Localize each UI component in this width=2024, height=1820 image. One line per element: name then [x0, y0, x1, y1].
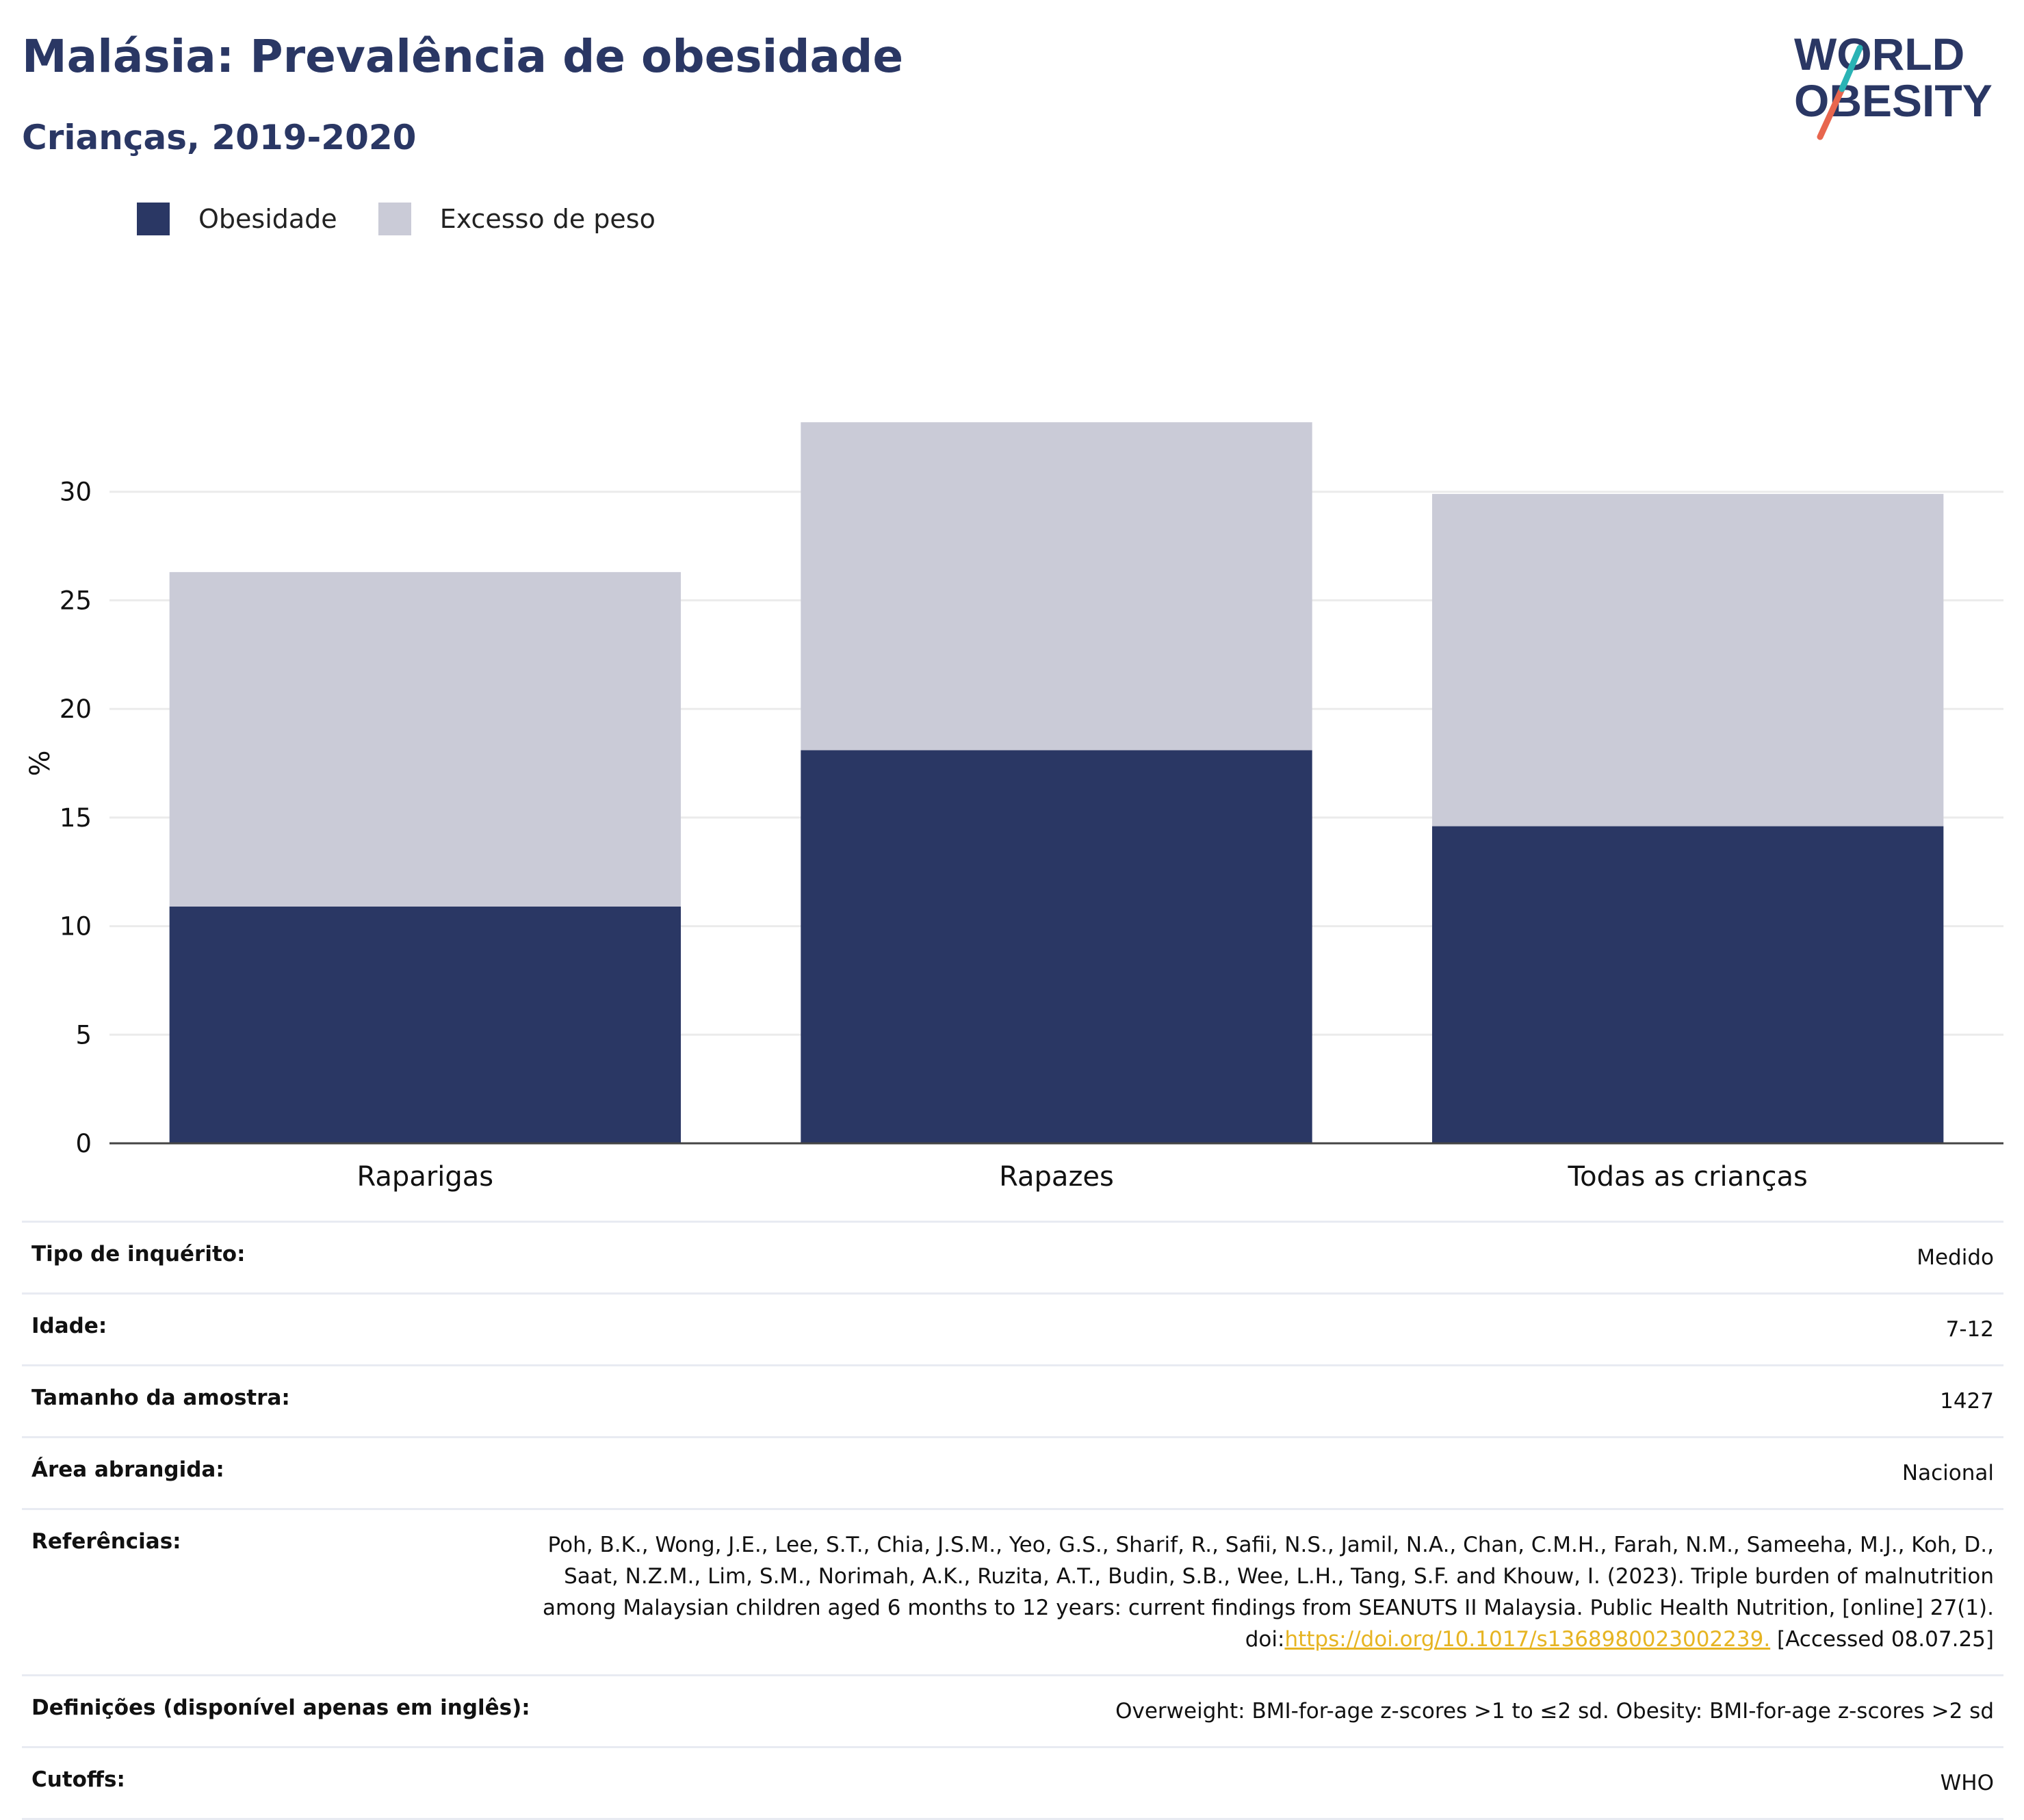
- bar-obesity: [801, 750, 1312, 1143]
- bar-overweight: [1431, 493, 1944, 827]
- y-tick-label: 15: [60, 803, 92, 833]
- bar-overweight: [801, 422, 1312, 751]
- info-value: Nacional: [1902, 1461, 1994, 1485]
- y-tick-label: 0: [75, 1129, 92, 1158]
- y-tick-label: 30: [60, 478, 92, 507]
- info-row-references: Referências: Poh, B.K., Wong, J.E., Lee,…: [22, 1508, 2003, 1674]
- reference-text: Poh, B.K., Wong, J.E., Lee, S.T., Chia, …: [543, 1533, 1994, 1652]
- legend-swatch-overweight: [378, 203, 411, 235]
- legend-label-overweight: Excesso de peso: [439, 204, 656, 234]
- info-label: Idade:: [31, 1314, 107, 1338]
- info-label: Definições (disponível apenas em inglês)…: [31, 1695, 530, 1720]
- info-row-sample-size: Tamanho da amostra: 1427: [22, 1364, 2003, 1436]
- info-row-survey-type: Tipo de inquérito: Medido: [22, 1221, 2003, 1292]
- chart-subtitle: Crianças, 2019-2020: [22, 118, 417, 157]
- info-label: Cutoffs:: [31, 1767, 125, 1792]
- info-label: Área abrangida:: [31, 1457, 224, 1482]
- world-obesity-logo: WORLD OBESITY: [1794, 29, 1993, 140]
- info-value: Overweight: BMI-for-age z-scores >1 to ≤…: [1115, 1699, 1994, 1724]
- y-tick-label: 5: [75, 1020, 92, 1050]
- doi-link[interactable]: https://doi.org/10.1017/s136898002300223…: [1284, 1627, 1771, 1652]
- chart-legend: Obesidade Excesso de peso: [137, 203, 697, 235]
- chart-title: Malásia: Prevalência de obesidade: [22, 30, 904, 83]
- info-row-cutoffs: Cutoffs: WHO: [22, 1746, 2003, 1820]
- x-tick-label: Todas as crianças: [1567, 1161, 1807, 1193]
- info-row-area: Área abrangida: Nacional: [22, 1436, 2003, 1508]
- legend-item-obesity: Obesidade: [137, 203, 337, 235]
- x-tick-label: Raparigas: [357, 1161, 494, 1193]
- info-value: 7-12: [1945, 1317, 1994, 1342]
- y-tick-label: 20: [60, 694, 92, 724]
- bar-obesity: [1431, 826, 1944, 1143]
- info-row-definitions: Definições (disponível apenas em inglês)…: [22, 1674, 2003, 1746]
- y-tick-label: 25: [60, 586, 92, 615]
- info-label: Referências:: [31, 1529, 181, 1554]
- x-tick-label: Rapazes: [999, 1161, 1114, 1193]
- reference-citation: Poh, B.K., Wong, J.E., Lee, S.T., Chia, …: [536, 1529, 1994, 1655]
- info-value: 1427: [1940, 1389, 1994, 1414]
- legend-item-overweight: Excesso de peso: [378, 203, 656, 235]
- legend-label-obesity: Obesidade: [198, 204, 337, 234]
- bar-overweight: [169, 572, 682, 907]
- info-label: Tipo de inquérito:: [31, 1242, 246, 1266]
- info-value: WHO: [1940, 1771, 1994, 1795]
- y-tick-label: 10: [60, 912, 92, 941]
- info-row-age: Idade: 7-12: [22, 1292, 2003, 1364]
- logo-text-obesity: OBESITY: [1794, 75, 1993, 126]
- y-axis-label: %: [25, 750, 56, 776]
- info-label: Tamanho da amostra:: [31, 1386, 290, 1410]
- survey-info-table: Tipo de inquérito: Medido Idade: 7-12 Ta…: [22, 1221, 2003, 1820]
- bar-obesity: [169, 907, 682, 1143]
- reference-accessed: [Accessed 08.07.25]: [1770, 1627, 1994, 1652]
- bar-chart: 0 5 10 15 20 25 30% Raparigas Rapazes Todas as cr…: [25, 422, 2003, 1193]
- legend-swatch-obesity: [137, 203, 170, 235]
- info-value: Medido: [1917, 1245, 1994, 1270]
- logo-text-world: WORLD: [1794, 29, 1964, 79]
